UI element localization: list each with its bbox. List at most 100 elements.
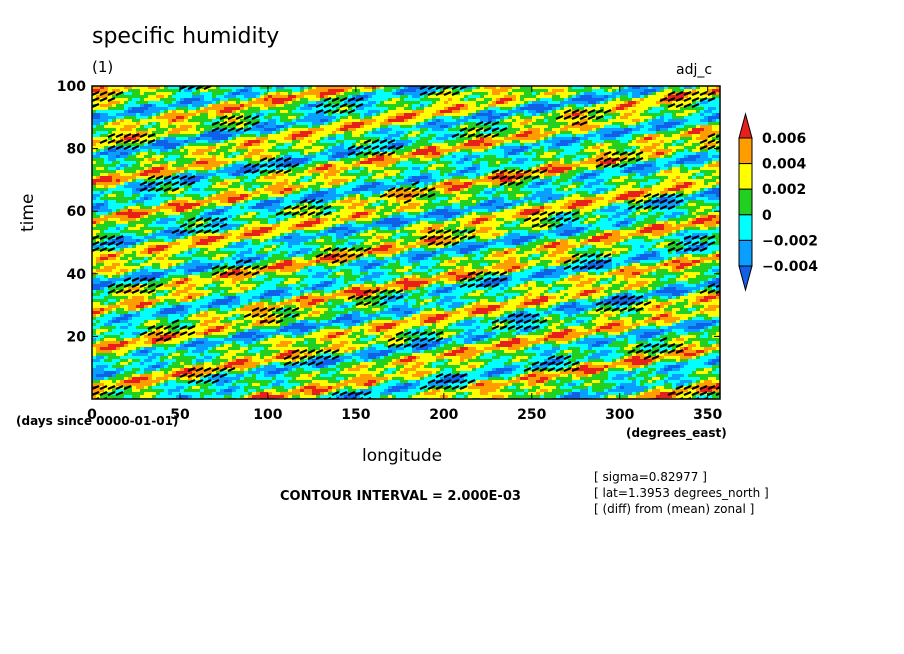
heatmap-cell (384, 86, 389, 90)
heatmap-cell (516, 179, 521, 183)
heatmap-cell (688, 173, 693, 177)
heatmap-cell (148, 95, 153, 99)
heatmap-cell (688, 89, 693, 93)
heatmap-cell (308, 161, 313, 165)
heatmap-cell (648, 131, 653, 135)
heatmap-cell (444, 89, 449, 93)
heatmap-cell (468, 95, 473, 99)
heatmap-cell (416, 86, 421, 90)
heatmap-cell (404, 107, 409, 111)
heatmap-cell (304, 134, 309, 138)
heatmap-cell (624, 125, 629, 129)
heatmap-cell (612, 119, 617, 123)
heatmap-cell (412, 146, 417, 150)
heatmap-cell (456, 119, 461, 123)
heatmap-cell (500, 92, 505, 96)
heatmap-cell (588, 152, 593, 156)
heatmap-cell (272, 95, 277, 99)
heatmap-cell (652, 161, 657, 165)
heatmap-cell (96, 113, 101, 117)
heatmap-cell (120, 176, 125, 180)
heatmap-cell (452, 179, 457, 183)
heatmap-cell (116, 95, 121, 99)
heatmap-cell (620, 116, 625, 120)
heatmap-cell (508, 101, 513, 105)
heatmap-cell (188, 113, 193, 117)
heatmap-cell (108, 137, 113, 141)
heatmap-cell (508, 146, 513, 150)
heatmap-cell (632, 92, 637, 96)
heatmap-cell (312, 146, 317, 150)
heatmap-cell (404, 98, 409, 102)
heatmap-cell (692, 167, 697, 171)
heatmap-cell (572, 107, 577, 111)
heatmap-cell (140, 176, 145, 180)
heatmap-cell (364, 122, 369, 126)
heatmap-cell (128, 143, 133, 147)
heatmap-cell (612, 140, 617, 144)
heatmap-cell (236, 176, 241, 180)
heatmap-cell (204, 155, 209, 159)
heatmap-cell (536, 110, 541, 114)
heatmap-cell (104, 143, 109, 147)
heatmap-cell (636, 89, 641, 93)
heatmap-cell (248, 140, 253, 144)
heatmap-cell (564, 95, 569, 99)
heatmap-cell (492, 179, 497, 183)
heatmap-cell (212, 95, 217, 99)
heatmap-cell (400, 98, 405, 102)
heatmap-cell (592, 134, 597, 138)
heatmap-cell (460, 122, 465, 126)
heatmap-cell (140, 149, 145, 153)
heatmap-cell (452, 107, 457, 111)
heatmap-cell (384, 125, 389, 129)
heatmap-cell (496, 170, 501, 174)
heatmap-cell (696, 92, 701, 96)
heatmap-cell (112, 161, 117, 165)
heatmap-cell (300, 128, 305, 132)
heatmap-cell (384, 161, 389, 165)
heatmap-cell (404, 137, 409, 141)
heatmap-cell (524, 134, 529, 138)
heatmap-cell (708, 122, 713, 126)
heatmap-cell (712, 146, 717, 150)
heatmap-cell (128, 125, 133, 129)
heatmap-cell (608, 131, 613, 135)
heatmap-cell (544, 119, 549, 123)
heatmap-cell (688, 143, 693, 147)
heatmap-cell (532, 110, 537, 114)
heatmap-cell (596, 113, 601, 117)
heatmap-cell (332, 107, 337, 111)
heatmap-cell (476, 143, 481, 147)
heatmap-cell (652, 98, 657, 102)
heatmap-cell (540, 86, 545, 90)
heatmap-cell (240, 179, 245, 183)
heatmap-cell (640, 134, 645, 138)
heatmap-cell (252, 125, 257, 129)
heatmap-cell (312, 149, 317, 153)
heatmap-cell (700, 167, 705, 171)
heatmap-cell (328, 167, 333, 171)
heatmap-cell (312, 131, 317, 135)
heatmap-cell (688, 146, 693, 150)
heatmap-cell (144, 116, 149, 120)
heatmap-cell (112, 164, 117, 168)
heatmap-cell (604, 146, 609, 150)
heatmap-cell (168, 146, 173, 150)
heatmap-cell (684, 173, 689, 177)
heatmap-cell (512, 125, 517, 129)
heatmap-cell (516, 125, 521, 129)
heatmap-cell (216, 161, 221, 165)
heatmap-cell (200, 89, 205, 93)
heatmap-cell (688, 113, 693, 117)
heatmap-cell (668, 101, 673, 105)
heatmap-cell (304, 173, 309, 177)
heatmap-cell (424, 107, 429, 111)
heatmap-cell (464, 134, 469, 138)
heatmap-cell (180, 128, 185, 132)
heatmap-cell (344, 143, 349, 147)
heatmap-cell (144, 89, 149, 93)
heatmap-cell (232, 113, 237, 117)
heatmap-cell (448, 89, 453, 93)
heatmap-cell (588, 149, 593, 153)
